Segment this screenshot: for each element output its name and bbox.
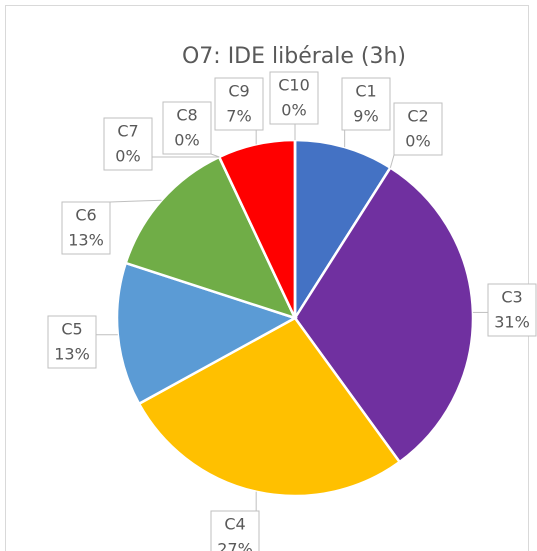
value-label: 0% <box>281 101 306 120</box>
pie-slice <box>293 165 475 464</box>
value-label: 13% <box>68 231 104 250</box>
label-box <box>47 315 97 369</box>
leader-line <box>389 154 395 168</box>
category-label: C3 <box>501 288 522 307</box>
label-box <box>162 101 212 155</box>
category-label: C7 <box>117 122 138 141</box>
value-label: 7% <box>226 107 251 126</box>
value-label: 0% <box>115 147 140 166</box>
category-label: C9 <box>228 82 249 101</box>
pie-slice <box>293 138 393 323</box>
label-box <box>214 77 264 131</box>
value-label: 31% <box>494 313 530 332</box>
value-label: 0% <box>405 132 430 151</box>
category-label: C1 <box>355 82 376 101</box>
chart-title: O7: IDE libérale (3h) <box>182 44 406 69</box>
label-box <box>61 201 111 255</box>
category-label: C8 <box>176 106 197 125</box>
label-box <box>487 283 537 337</box>
value-label: 27% <box>217 540 253 551</box>
label-box <box>103 117 153 171</box>
label-box <box>341 77 391 131</box>
leader-line <box>109 199 162 203</box>
value-label: 0% <box>174 131 199 150</box>
category-label: C6 <box>75 206 96 225</box>
value-label: 9% <box>353 107 378 126</box>
label-box <box>210 510 260 551</box>
label-box <box>393 102 443 156</box>
category-label: C5 <box>61 320 82 339</box>
leader-line <box>210 153 220 158</box>
label-box <box>269 71 319 125</box>
category-label: C4 <box>224 515 245 534</box>
category-label: C10 <box>278 76 310 95</box>
category-label: C2 <box>407 107 428 126</box>
value-label: 13% <box>54 345 90 364</box>
